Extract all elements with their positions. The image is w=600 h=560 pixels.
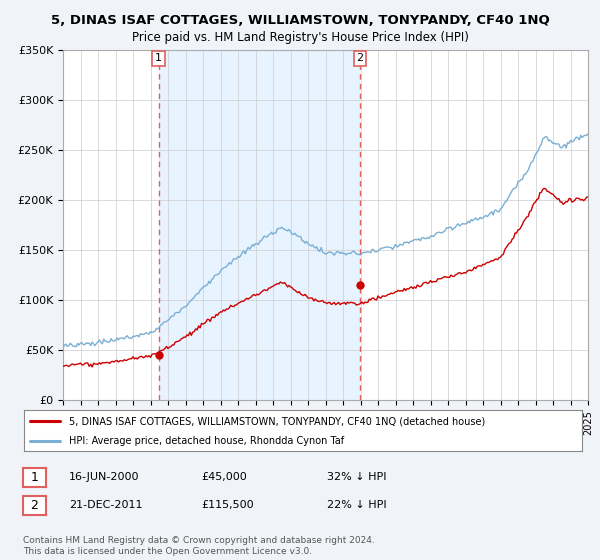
- Text: Price paid vs. HM Land Registry's House Price Index (HPI): Price paid vs. HM Land Registry's House …: [131, 31, 469, 44]
- Text: 2: 2: [356, 53, 364, 63]
- Text: 2: 2: [30, 498, 38, 512]
- Bar: [158, 50, 360, 400]
- Text: 5, DINAS ISAF COTTAGES, WILLIAMSTOWN, TONYPANDY, CF40 1NQ (detached house): 5, DINAS ISAF COTTAGES, WILLIAMSTOWN, TO…: [68, 417, 485, 426]
- Text: 5, DINAS ISAF COTTAGES, WILLIAMSTOWN, TONYPANDY, CF40 1NQ: 5, DINAS ISAF COTTAGES, WILLIAMSTOWN, TO…: [50, 14, 550, 27]
- Text: £115,500: £115,500: [201, 500, 254, 510]
- Text: 16-JUN-2000: 16-JUN-2000: [69, 472, 139, 482]
- Text: Contains HM Land Registry data © Crown copyright and database right 2024.
This d: Contains HM Land Registry data © Crown c…: [23, 536, 374, 556]
- Text: £45,000: £45,000: [201, 472, 247, 482]
- Text: 32% ↓ HPI: 32% ↓ HPI: [327, 472, 386, 482]
- Text: 1: 1: [155, 53, 162, 63]
- Text: 1: 1: [30, 470, 38, 484]
- Text: 21-DEC-2011: 21-DEC-2011: [69, 500, 143, 510]
- Text: 22% ↓ HPI: 22% ↓ HPI: [327, 500, 386, 510]
- Text: HPI: Average price, detached house, Rhondda Cynon Taf: HPI: Average price, detached house, Rhon…: [68, 436, 344, 446]
